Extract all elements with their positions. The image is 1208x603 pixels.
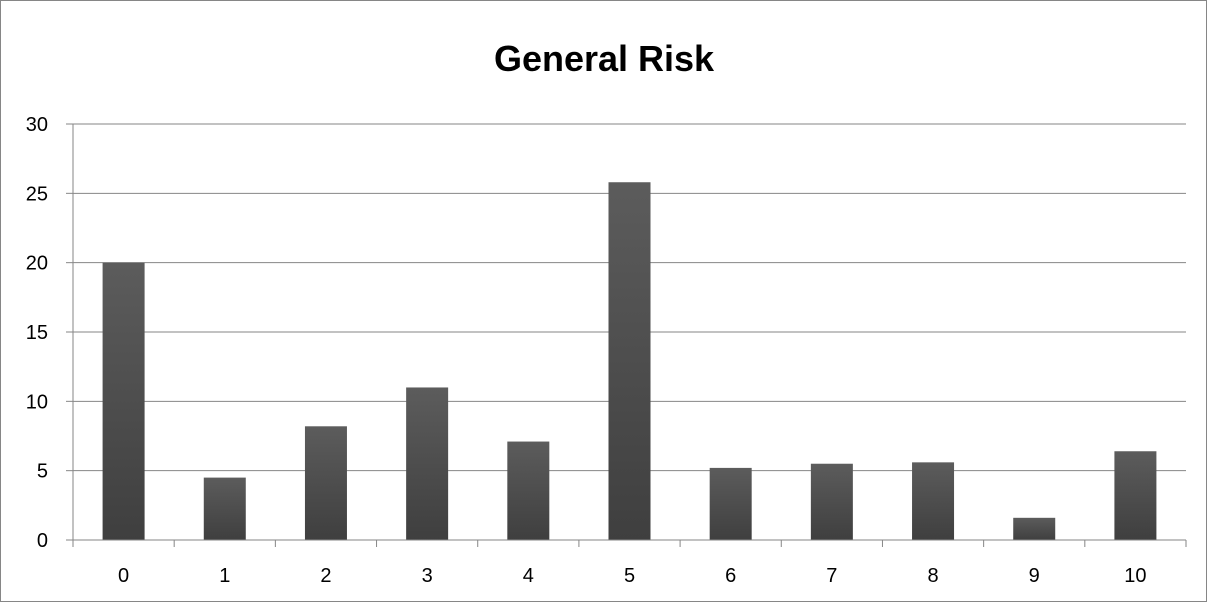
y-tick-label: 20 bbox=[26, 253, 48, 275]
bars bbox=[102, 182, 1157, 541]
y-tick-label: 15 bbox=[26, 322, 48, 344]
x-tick-label: 2 bbox=[320, 565, 331, 587]
bar-0 bbox=[102, 262, 145, 540]
x-tick-label: 3 bbox=[422, 565, 433, 587]
y-tick-label: 0 bbox=[37, 530, 48, 552]
bar-5 bbox=[608, 182, 651, 541]
x-tick-label: 9 bbox=[1029, 565, 1040, 587]
bar-1 bbox=[203, 477, 246, 540]
bar-6 bbox=[709, 467, 752, 540]
x-tick-label: 1 bbox=[219, 565, 230, 587]
y-tick-label: 25 bbox=[26, 183, 48, 205]
chart-title: General Risk bbox=[493, 38, 715, 79]
x-tick-label: 6 bbox=[725, 565, 736, 587]
bar-2 bbox=[304, 426, 347, 540]
bar-8 bbox=[912, 462, 955, 540]
x-tick-label: 10 bbox=[1124, 565, 1146, 587]
bar-10 bbox=[1114, 451, 1157, 540]
y-tick-label: 30 bbox=[26, 114, 48, 136]
bar-9 bbox=[1013, 517, 1056, 540]
axes bbox=[66, 123, 1187, 547]
tick-labels: 0 5 10 15 20 25 30 0 1 2 3 4 5 6 7 8 9 10 bbox=[26, 114, 1147, 587]
x-tick-label: 0 bbox=[118, 565, 129, 587]
x-tick-label: 5 bbox=[624, 565, 635, 587]
y-tick-label: 5 bbox=[37, 461, 48, 483]
x-tick-label: 4 bbox=[523, 565, 534, 587]
x-tick-label: 7 bbox=[826, 565, 837, 587]
y-tick-label: 10 bbox=[26, 391, 48, 413]
bar-3 bbox=[406, 387, 449, 540]
x-tick-label: 8 bbox=[927, 565, 938, 587]
bar-4 bbox=[507, 441, 550, 540]
bar-7 bbox=[810, 463, 853, 540]
